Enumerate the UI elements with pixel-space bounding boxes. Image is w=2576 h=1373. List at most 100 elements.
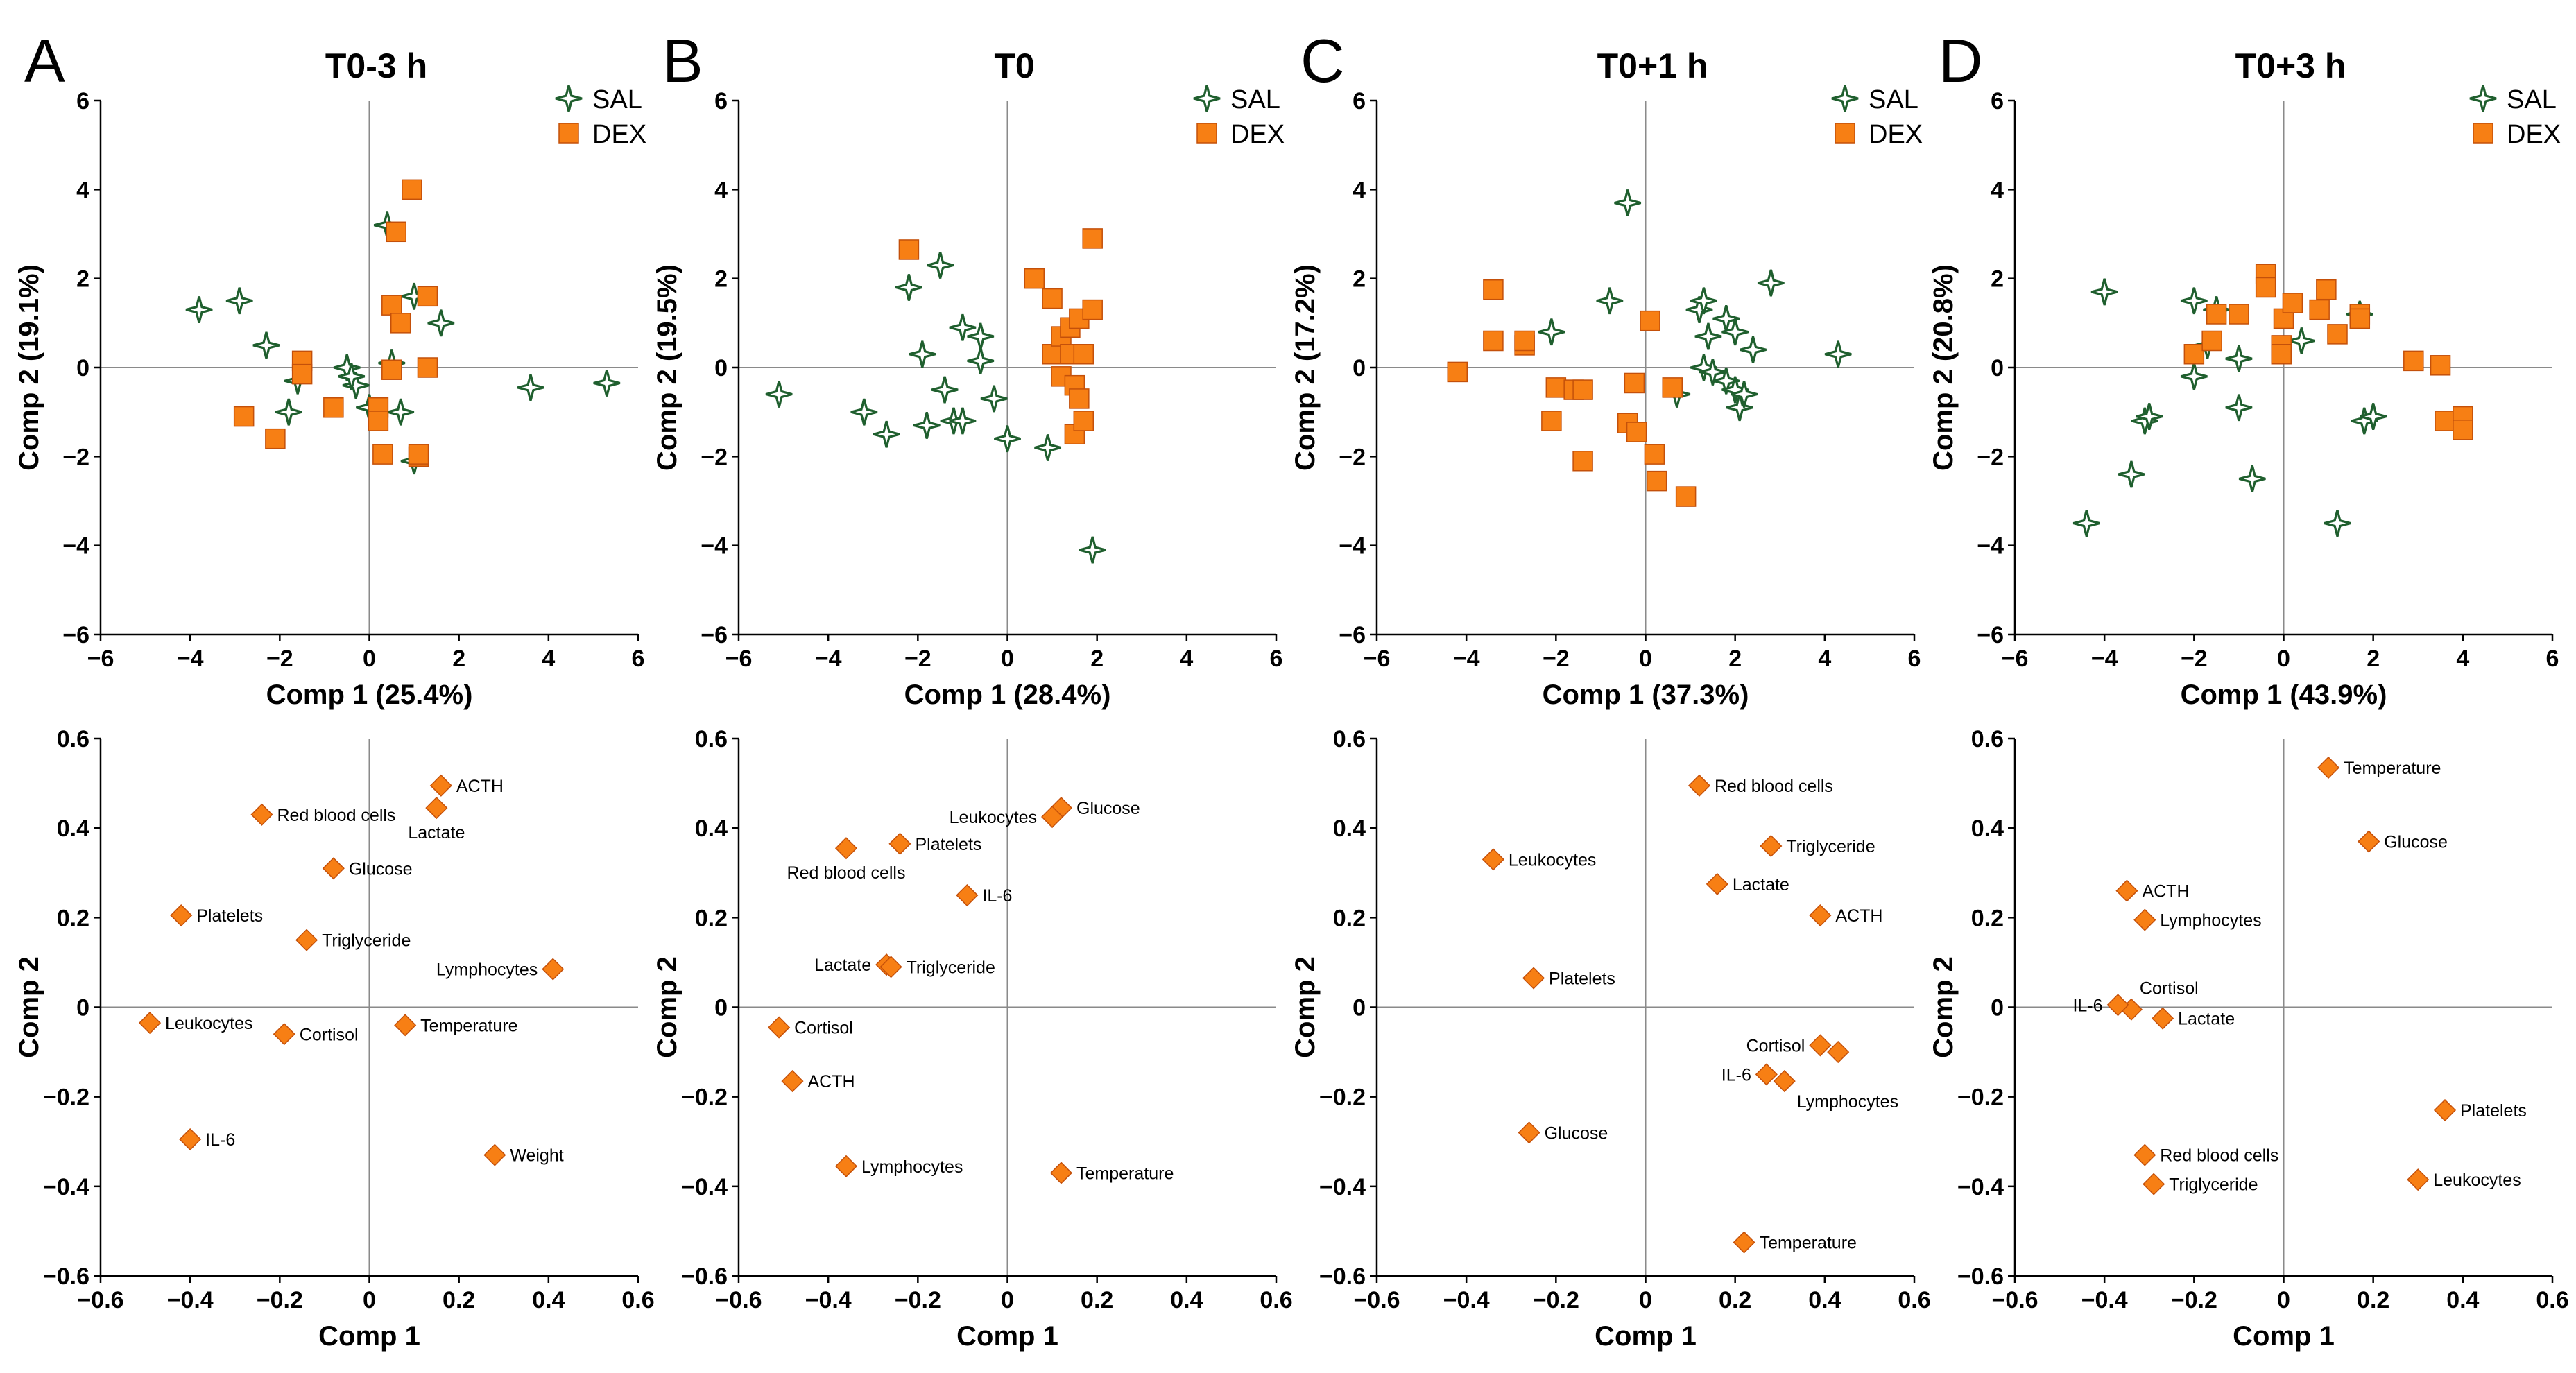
panel-a-loading-label: Cortisol [300, 1025, 359, 1044]
panel-c-loading-label: Triglyceride [1786, 837, 1875, 856]
panel-d-loading-y-axis-title: Comp 2 [1928, 956, 1959, 1058]
panel-b-loading-point [781, 1069, 804, 1093]
panel-d-loading-label: Platelets [2460, 1101, 2527, 1121]
panel-a-loading-label: Lactate [408, 823, 465, 843]
panel-a-score-x-tick-label: −4 [177, 646, 204, 672]
panel-c-sal-point [1690, 287, 1717, 315]
panel-c-score-y-tick-label: −2 [1339, 444, 1366, 470]
panel-b-sal-point [949, 313, 977, 341]
panel-b-loading-y-tick-label: 0.6 [695, 726, 728, 752]
panel-d-score-y-tick-label: 0 [1991, 355, 2004, 381]
panel-b-loading-y-tick-label: −0.2 [681, 1085, 728, 1111]
panel-a-loading-point [170, 904, 193, 927]
panel-a-loading-label: Platelets [196, 906, 263, 926]
panel-c-dex-point [1624, 372, 1645, 394]
panel-d-score-y-tick-label: −4 [1977, 533, 2004, 560]
panel-d-dex-point [2183, 344, 2205, 365]
panel-b-score-x-tick-label: 0 [1001, 646, 1014, 672]
panel-D-scores-plot: D T0+3 h −6 −4 −2 0 2 4 6 −6 −4 −2 0 2 4 6 Comp 1 (43.9%… [1928, 26, 2561, 710]
panel-b-loading-label: IL-6 [982, 886, 1012, 906]
panel-d-dex-point [2403, 350, 2424, 372]
panel-d-loading-x-tick-label: 0 [2277, 1287, 2290, 1313]
panel-c-score-y-tick-label: 4 [1353, 177, 1366, 203]
panel-a-loading-label: Triglyceride [322, 931, 411, 951]
panel-b-loading-label: Triglyceride [907, 958, 995, 977]
panel-a-legend-sal-label: SAL [592, 85, 642, 114]
panel-b-dex-point [1069, 388, 1090, 409]
panel-d-score-x-tick-label: −2 [2181, 646, 2208, 672]
panel-c-dex-point [1447, 361, 1468, 383]
panel-b-score-x-tick-label: 6 [1270, 646, 1283, 672]
panel-a-loading-y-tick-label: −0.6 [43, 1263, 89, 1290]
panel-d-sal-point [2072, 510, 2100, 537]
panel-c-score-x-tick-label: 6 [1908, 646, 1921, 672]
panel-c-dex-point [1644, 444, 1665, 465]
panel-d-dex-point [2453, 420, 2473, 440]
panel-a-sal-point [387, 398, 415, 426]
panel-d-sal-point [2287, 327, 2315, 354]
panel-d-score-y-tick-label: −6 [1977, 622, 2004, 648]
panel-b-loading-point [956, 883, 979, 907]
panel-b-sal-point [765, 381, 793, 408]
panel-a-loading-x-tick-label: −0.2 [257, 1287, 303, 1313]
panel-d-sal-point [2324, 510, 2351, 537]
panel-c-dex-point [1572, 451, 1593, 472]
panel-A-loadings-plot: −0.6 −0.4 −0.2 0 0.2 0.4 0.6 −0.6 −0.4 −0.2 0 0.2 0.… [14, 726, 655, 1352]
panel-d-loading-x-tick-label: −0.2 [2171, 1287, 2217, 1313]
panel-a-loading-y-tick-label: −0.4 [43, 1174, 89, 1200]
panel-d-loading-label: Lactate [2178, 1010, 2235, 1029]
panel-a-loading-x-tick-label: −0.6 [77, 1287, 123, 1313]
panel-b-legend-dex-marker [1196, 123, 1217, 144]
panel-c-loading-y-tick-label: 0.4 [1333, 815, 1366, 842]
panel-A-scores-plot: A T0-3 h −6 −4 −2 0 2 4 6 −6 −4 −2 0 2 4 6 Comp 1 (25.4%… [14, 26, 646, 710]
panel-b-loading-point [1041, 805, 1064, 829]
panel-d-loading-point [2143, 1173, 2165, 1195]
panel-c-sal-point [1731, 381, 1758, 408]
panel-b-loading-y-axis-title: Comp 2 [652, 956, 682, 1058]
panel-b-score-x-tick-label: −2 [904, 646, 931, 672]
panel-a-loading-y-tick-label: 0 [76, 995, 89, 1021]
panel-d-loading-point [2433, 1098, 2457, 1122]
panel-c-loading-label: IL-6 [1721, 1065, 1751, 1085]
panel-b-dex-point [1042, 344, 1063, 365]
panel-c-loading-point [1522, 967, 1545, 990]
panel-c-loading-point [1773, 1069, 1796, 1093]
panel-c-loading-x-tick-label: 0.4 [1808, 1287, 1841, 1313]
panel-d-sal-point [2238, 465, 2266, 492]
panel-b-loading-point [768, 1016, 791, 1039]
panel-a-loading-point [429, 774, 452, 797]
panel-d-loading-y-tick-label: −0.6 [1957, 1263, 2004, 1290]
panel-b-loading-y-tick-label: 0 [714, 995, 728, 1021]
panel-b-sal-point [949, 407, 977, 435]
panel-a-score-x-tick-label: 4 [542, 646, 555, 672]
panel-D-loadings-plot: −0.6 −0.4 −0.2 0 0.2 0.4 0.6 −0.6 −0.4 −0.2 0 0.2 0.… [1928, 726, 2569, 1352]
panel-b-loading-y-tick-label: −0.4 [681, 1174, 728, 1200]
panel-b-score-x-tick-label: −4 [815, 646, 842, 672]
panel-d-loading-label: Lymphocytes [2160, 911, 2261, 931]
panel-c-score-y-tick-label: −4 [1339, 533, 1366, 560]
panel-b-sal-point [873, 420, 900, 448]
panel-b-letter: B [662, 26, 703, 95]
panel-b-legend-dex-label: DEX [1230, 120, 1285, 149]
panel-b-loading-x-tick-label: −0.2 [895, 1287, 941, 1313]
panel-b-score-y-tick-label: 0 [714, 355, 728, 381]
panel-a-dex-point [265, 428, 286, 449]
panel-b-sal-point [980, 385, 1008, 413]
panel-b-score-x-axis-title: Comp 1 (28.4%) [904, 680, 1111, 710]
panel-c-loading-label: Glucose [1545, 1123, 1608, 1143]
panel-a-loading-x-axis-title: Comp 1 [318, 1321, 420, 1352]
panel-d-loading-label: Glucose [2384, 833, 2448, 852]
panel-b-title: T0 [994, 46, 1034, 85]
panel-b-legend-sal-label: SAL [1230, 85, 1280, 114]
panel-b-sal-point [931, 376, 959, 404]
panel-c-score-x-tick-label: −4 [1453, 646, 1480, 672]
panel-c-dex-point [1662, 377, 1683, 398]
panel-d-dex-point [2229, 304, 2249, 325]
panel-c-dex-point [1545, 377, 1567, 398]
panel-c-loading-y-tick-label: 0 [1353, 995, 1366, 1021]
panel-b-loading-label: Lactate [814, 956, 871, 975]
panel-c-legend-sal-marker [1831, 85, 1859, 112]
panel-a-dex-point [408, 444, 429, 465]
panel-c-loading-point [1518, 1121, 1540, 1144]
